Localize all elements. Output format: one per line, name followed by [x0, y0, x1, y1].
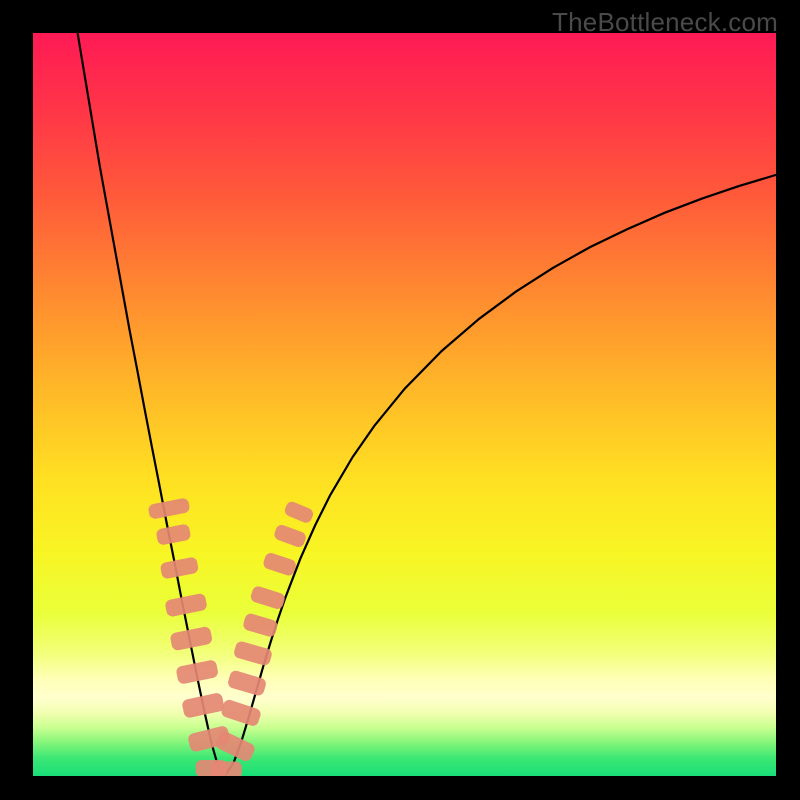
plot-svg	[33, 33, 776, 776]
marker-bottom-1	[211, 762, 242, 776]
chart-container: TheBottleneck.com	[0, 0, 800, 800]
plot-area	[33, 33, 776, 776]
watermark-text: TheBottleneck.com	[552, 7, 778, 38]
